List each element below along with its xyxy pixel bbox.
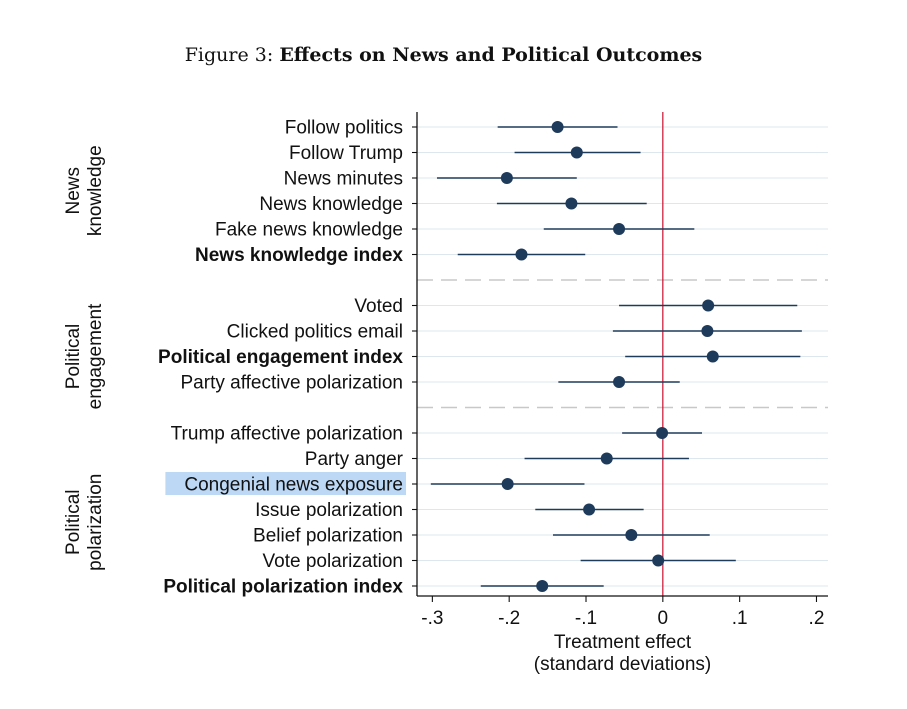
row-label: Political engagement index: [158, 347, 403, 368]
point-estimate: [536, 580, 549, 592]
point-estimate: [600, 452, 613, 465]
point-estimate: [515, 248, 528, 261]
x-tick-label: 0: [658, 608, 669, 629]
x-tick-label: .1: [732, 608, 748, 629]
row-label: Party affective polarization: [181, 373, 404, 394]
x-tick-label: .2: [809, 608, 825, 629]
point-estimate: [625, 529, 638, 541]
point-estimate: [583, 503, 596, 516]
group-label-line: polarization: [85, 474, 106, 571]
row-label: News minutes: [284, 169, 403, 190]
point-estimate: [551, 121, 564, 133]
row-label: Belief polarization: [253, 526, 403, 547]
label-highlight: [165, 472, 406, 495]
x-tick-label: -.1: [575, 608, 597, 629]
point-estimate: [701, 325, 714, 337]
group-label-line: Political: [63, 490, 84, 555]
group-label-line: engagement: [85, 303, 106, 409]
row-label: Vote polarization: [263, 551, 404, 572]
row-label: Voted: [354, 296, 403, 317]
row-label: Follow politics: [285, 118, 403, 139]
point-estimate: [501, 478, 514, 490]
row-label: News knowledge index: [195, 245, 403, 266]
figure-caption-prefix: Figure 3:: [184, 44, 274, 66]
row-label: Issue polarization: [255, 500, 403, 521]
row-label: Clicked politics email: [227, 322, 403, 343]
row-label: Party anger: [305, 449, 404, 470]
x-tick-label: -.3: [421, 608, 443, 629]
point-estimate: [613, 223, 626, 235]
group-label: Political polarization: [63, 474, 106, 571]
row-label: Congenial news exposure: [184, 475, 403, 496]
group-label: News knowledge: [63, 145, 106, 236]
point-estimate: [706, 350, 719, 363]
row-label: News knowledge: [259, 194, 403, 215]
group-label-line: Political: [63, 324, 84, 389]
figure-caption-title: Effects on News and Political Outcomes: [279, 44, 703, 66]
x-axis-label: Treatment effect: [554, 632, 692, 653]
point-estimate: [565, 197, 578, 210]
x-tick-label: -.2: [498, 608, 520, 629]
row-label: Political polarization index: [163, 577, 403, 598]
point-estimate: [652, 554, 665, 567]
row-label: Follow Trump: [289, 143, 403, 164]
point-estimate: [570, 146, 583, 159]
row-label: Trump affective polarization: [171, 424, 403, 445]
row-label: Fake news knowledge: [215, 220, 403, 241]
group-label-line: knowledge: [85, 145, 106, 236]
group-label-line: News: [63, 167, 84, 215]
x-axis-label: (standard deviations): [534, 654, 711, 675]
point-estimate: [613, 376, 626, 388]
group-label: Political engagement: [63, 303, 106, 409]
point-estimate: [500, 172, 513, 184]
point-estimate: [656, 427, 669, 439]
point-estimate: [702, 299, 715, 312]
figure-title: Figure 3: Effects on News and Political …: [0, 44, 887, 66]
